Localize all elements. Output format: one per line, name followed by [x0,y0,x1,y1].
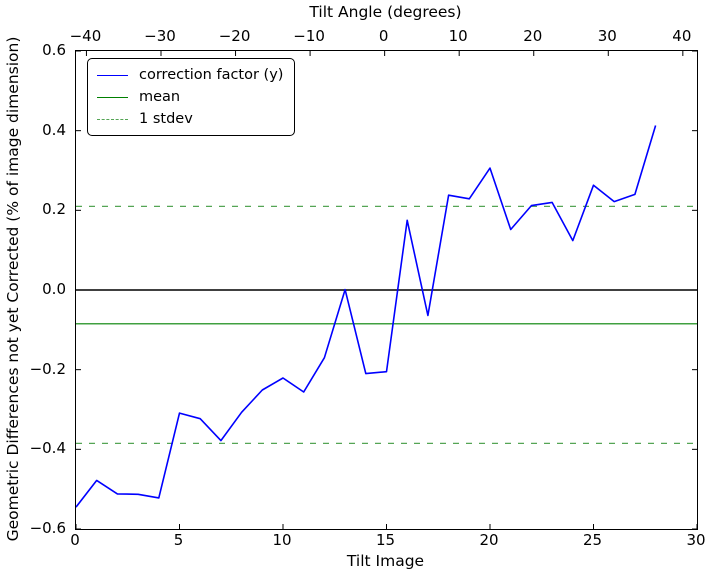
tick-label: −30 [144,27,176,45]
tick-label: 5 [173,531,184,549]
tick-label: 20 [479,531,499,549]
legend-entry-stdev: 1 stdev [97,108,286,130]
legend: correction factor (y) mean 1 stdev [87,58,295,136]
tick-label: 10 [448,27,468,45]
tick-label: 15 [375,531,396,549]
plot-area [75,50,698,530]
legend-line-sample-green [97,96,128,98]
bottom-axis-label: Tilt Image [346,552,425,570]
tick-label: 0 [378,27,389,45]
legend-label: 1 stdev [139,111,193,127]
legend-entry-mean: mean [97,86,286,108]
tick-label: −0.2 [29,359,66,378]
tick-label: 40 [672,27,692,45]
tick-label: −10 [293,27,325,45]
tick-label: −40 [69,27,102,45]
legend-label: correction factor (y) [139,67,284,83]
tick-label: 0.2 [42,200,66,219]
chart-canvas [76,51,697,529]
tick-label: 0.4 [42,120,66,139]
tick-label: 10 [272,531,292,549]
tick-label: 20 [523,27,543,45]
legend-line-sample-blue [97,74,128,76]
tick-label: 30 [686,531,706,549]
tick-label: 0 [70,531,80,549]
tick-label: 30 [597,27,617,45]
top-axis-title: Tilt Angle (degrees) [309,3,462,21]
legend-line-sample-green-dashed [97,118,128,120]
legend-entry-correction-factor: correction factor (y) [97,64,286,86]
correction-factor-line [76,125,657,508]
legend-label: mean [139,89,181,105]
tick-label: −0.6 [29,519,66,537]
tick-label: −20 [218,27,251,45]
tick-label: 0.6 [42,41,66,59]
tick-label: 25 [582,531,603,549]
tick-label: −0.4 [29,439,66,458]
tick-label: 0.0 [42,280,66,298]
